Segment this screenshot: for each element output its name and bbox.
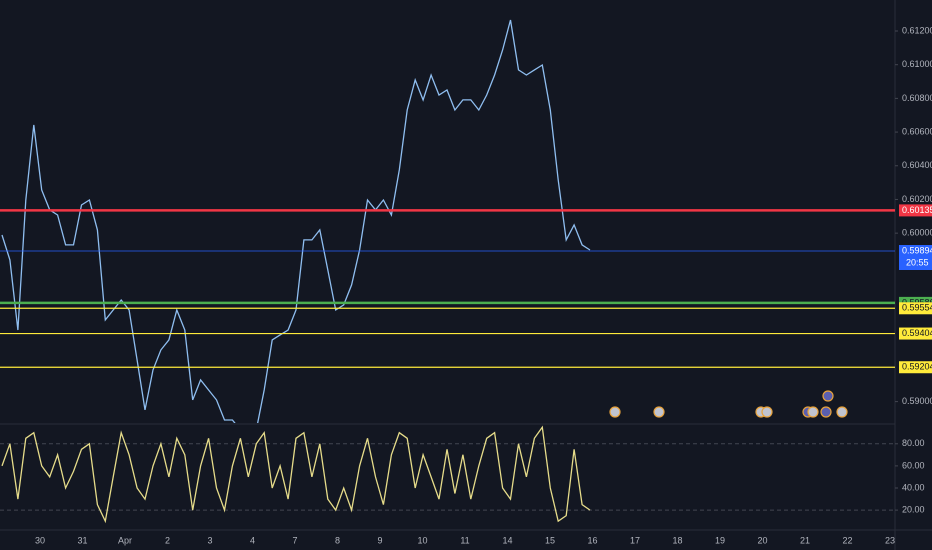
event-icons [609, 390, 848, 418]
y-tick-label: 0.60800 [902, 93, 932, 103]
event-icon[interactable] [807, 406, 819, 418]
x-tick-label: 16 [587, 535, 597, 545]
x-tick-label: 2 [165, 535, 170, 545]
last-price-box [899, 245, 932, 271]
plot [1, 19, 591, 423]
x-tick-label: 17 [630, 535, 640, 545]
level-label-box [899, 204, 932, 217]
x-tick-label: 15 [545, 535, 555, 545]
event-icon[interactable] [609, 406, 621, 418]
x-tick-label: 23 [885, 535, 895, 545]
event-icon[interactable] [761, 406, 773, 418]
countdown: 20:55 [906, 257, 929, 267]
x-tick-label: 11 [460, 535, 469, 545]
x-tick-label: 14 [502, 535, 512, 545]
event-icon[interactable] [653, 406, 665, 418]
y-tick-label: 20.00 [902, 504, 925, 514]
y-tick-label: 80.00 [902, 438, 925, 448]
y-tick-label: 0.61000 [902, 59, 932, 69]
level-label-box [899, 327, 932, 340]
x-tick-label: Apr [118, 535, 132, 545]
y-tick-label: 0.60200 [902, 194, 932, 204]
x-tick-label: 30 [35, 535, 45, 545]
y-tick-label: 40.00 [902, 482, 925, 492]
x-tick-label: 8 [335, 535, 340, 545]
y-tick-label: 0.60000 [902, 228, 932, 238]
level-label: 0.59204 [902, 362, 932, 372]
last-price-label: 0.59894 [902, 245, 932, 255]
plot [1, 425, 591, 524]
x-tick-label: 9 [377, 535, 382, 545]
event-icon[interactable] [822, 390, 834, 402]
x-tick-label: 20 [757, 535, 767, 545]
series-line [1, 425, 591, 524]
y-tick-label: 0.61200 [902, 25, 932, 35]
y-tick-label: 0.59000 [902, 396, 932, 406]
x-tick-label: 21 [800, 535, 810, 545]
x-tick-label: 4 [250, 535, 255, 545]
event-icon[interactable] [836, 406, 848, 418]
level-label: 0.59554 [902, 303, 932, 313]
x-tick-label: 3 [207, 535, 212, 545]
x-tick-label: 22 [842, 535, 852, 545]
y-tick-label: 60.00 [902, 460, 925, 470]
level-label-box [899, 361, 932, 374]
y-tick-label: 0.60400 [902, 160, 932, 170]
y-tick-label: 0.60600 [902, 126, 932, 136]
series-line [1, 19, 591, 423]
level-label-box [899, 302, 932, 315]
x-tick-label: 7 [292, 535, 297, 545]
level-label: 0.60135 [902, 205, 932, 215]
x-tick-label: 19 [715, 535, 725, 545]
x-tick-label: 10 [417, 535, 427, 545]
level-label: 0.59404 [902, 328, 932, 338]
x-tick-label: 31 [77, 535, 87, 545]
event-icon[interactable] [820, 406, 832, 418]
x-tick-label: 18 [672, 535, 682, 545]
level-label: 0.59586 [902, 297, 932, 307]
